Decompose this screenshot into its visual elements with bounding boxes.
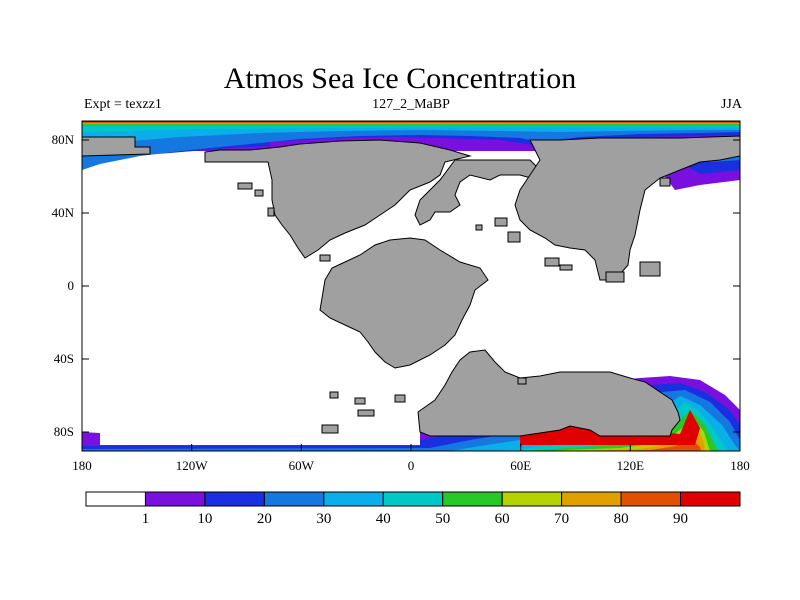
colorbar-swatch bbox=[382, 491, 444, 507]
colorbar-swatch bbox=[680, 491, 741, 507]
x-tick-120e: 120E bbox=[617, 458, 645, 473]
map-title: Atmos Sea Ice Concentration bbox=[223, 62, 577, 95]
landmass-north-america bbox=[204, 139, 472, 259]
colorbar-label: 50 bbox=[435, 511, 450, 527]
colorbar-label: 1 bbox=[142, 511, 150, 527]
season-label: JJA bbox=[720, 97, 742, 112]
colorbar-label: 30 bbox=[316, 511, 331, 527]
x-tick-180e: 180 bbox=[730, 458, 750, 473]
colorbar-label: 90 bbox=[673, 511, 688, 527]
y-tick-40n: 40N bbox=[52, 205, 75, 220]
colorbar-label: 70 bbox=[554, 511, 569, 527]
map-plot-area bbox=[82, 121, 740, 451]
colorbar-label: 10 bbox=[197, 511, 212, 527]
x-tick-labels: 180 120W 60W 0 60E 120E 180 bbox=[72, 458, 750, 473]
colorbar-swatch bbox=[204, 491, 265, 507]
colorbar-swatch bbox=[561, 491, 622, 507]
x-tick-0: 0 bbox=[408, 458, 415, 473]
axis-ticks bbox=[81, 139, 741, 451]
colorbar-swatch bbox=[144, 491, 206, 507]
x-tick-60e: 60E bbox=[510, 458, 531, 473]
colorbar-swatch bbox=[323, 491, 384, 507]
y-tick-0: 0 bbox=[68, 278, 75, 293]
experiment-label: Expt = texzz1 bbox=[84, 97, 162, 112]
landmass-africa-america bbox=[319, 237, 489, 369]
colorbar-swatch bbox=[620, 491, 682, 507]
colorbar-swatch bbox=[501, 491, 563, 507]
y-tick-80n: 80N bbox=[52, 132, 75, 147]
period-label: 127_2_MaBP bbox=[372, 97, 450, 112]
colorbar-label: 80 bbox=[614, 511, 629, 527]
x-tick-60w: 60W bbox=[289, 458, 315, 473]
landmass-asia bbox=[514, 135, 740, 281]
colorbar-label: 40 bbox=[376, 511, 391, 527]
colorbar: 1 10 20 30 40 50 60 70 80 90 bbox=[85, 491, 741, 527]
x-tick-180w: 180 bbox=[72, 458, 92, 473]
y-tick-labels: 80N 40N 0 40S 80S bbox=[52, 132, 75, 439]
landmasses bbox=[82, 135, 740, 437]
y-tick-40s: 40S bbox=[54, 351, 74, 366]
landmass-south-polar bbox=[417, 349, 681, 437]
colorbar-label: 20 bbox=[257, 511, 272, 527]
landmass-northern-west bbox=[82, 136, 151, 157]
y-tick-80s: 80S bbox=[54, 424, 74, 439]
x-tick-120w: 120W bbox=[176, 458, 209, 473]
colorbar-swatch bbox=[263, 491, 325, 507]
colorbar-swatch bbox=[442, 491, 503, 507]
colorbar-swatch bbox=[85, 491, 146, 507]
colorbar-label: 60 bbox=[495, 511, 510, 527]
